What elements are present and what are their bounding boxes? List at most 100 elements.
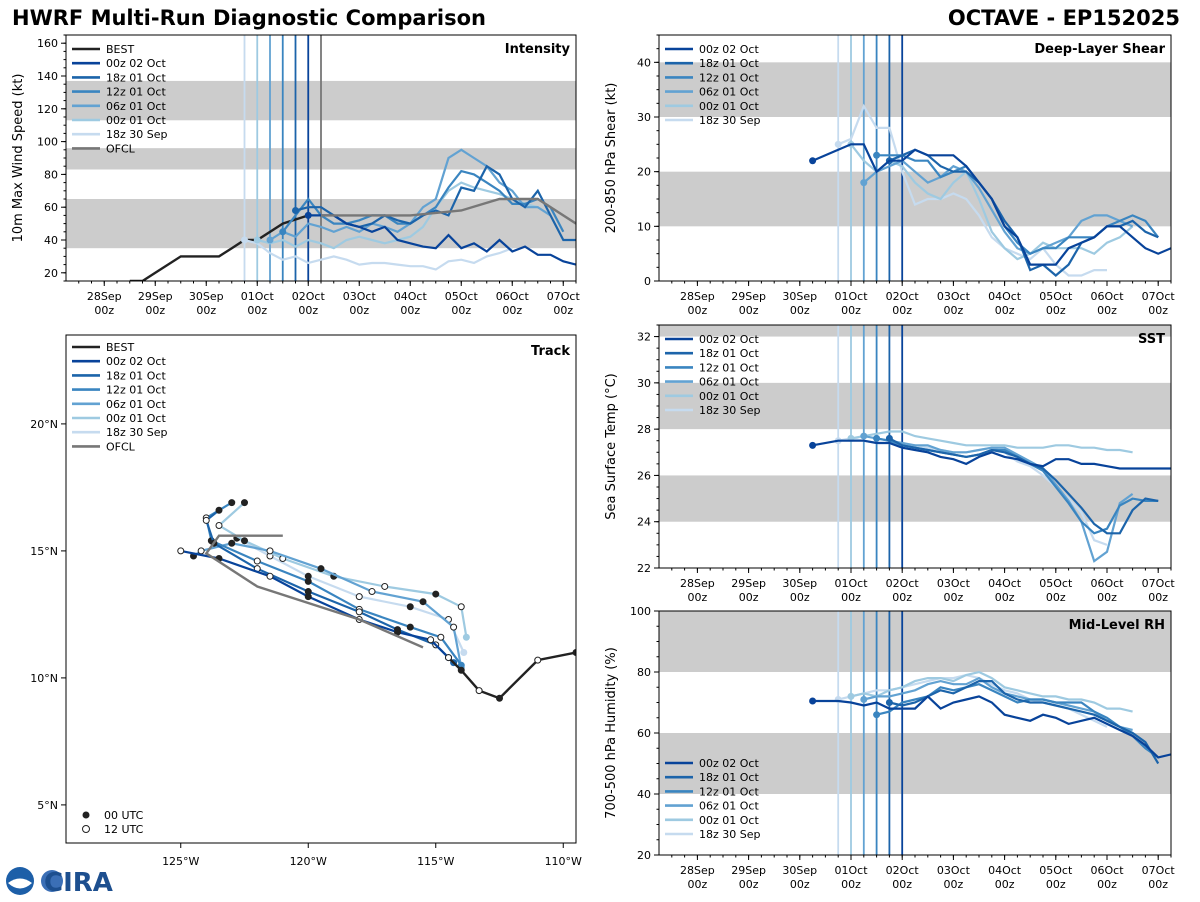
x-tick-label: 00z	[247, 304, 267, 317]
legend-label: 18z 01 Oct	[106, 369, 166, 382]
track-point	[228, 539, 236, 547]
legend-label: 12z 01 Oct	[699, 361, 759, 374]
x-tick-label: 00z	[841, 878, 861, 891]
y-tick-label: 80	[44, 168, 58, 181]
x-tick-label: 07Oct	[547, 290, 581, 303]
y-tick-label: 100	[630, 605, 651, 618]
series-line	[812, 143, 1171, 266]
legend-label: 18z 30 Sep	[699, 828, 761, 841]
legend-label: 12z 01 Oct	[699, 71, 759, 84]
x-tick-label: 03Oct	[937, 864, 971, 877]
x-tick-label: 00z	[94, 304, 114, 317]
x-tick-label: 00z	[995, 304, 1015, 317]
x-tick-label: 29Sep	[731, 290, 766, 303]
rh-panel: 2040608010028Sep00z29Sep00z30Sep00z01Oct…	[604, 605, 1175, 891]
x-tick-label: 00z	[1097, 878, 1117, 891]
track-start-point	[460, 649, 468, 656]
x-tick-label: 00z	[688, 304, 708, 317]
series-start-point	[279, 228, 287, 236]
track-point	[427, 636, 435, 644]
globe-icon	[41, 870, 63, 892]
series-start-point	[304, 211, 312, 219]
track-point	[266, 547, 274, 555]
legend-label: 18z 01 Oct	[699, 771, 759, 784]
y-tick-label: 15°N	[30, 545, 58, 558]
x-tick-label: 00z	[1097, 304, 1117, 317]
legend-label: 00z 02 Oct	[106, 355, 166, 368]
x-tick-label: 07Oct	[1142, 577, 1176, 590]
panel-title: Intensity	[505, 42, 571, 57]
best-track-point	[475, 687, 483, 695]
legend-label: 00z 02 Oct	[699, 757, 759, 770]
series-start-point	[266, 236, 274, 244]
legend-label: 18z 30 Sep	[699, 114, 761, 127]
series-start-point	[860, 179, 868, 187]
series-line	[863, 676, 1133, 732]
track-plot-area	[177, 499, 576, 702]
page-title: HWRF Multi-Run Diagnostic Comparison	[12, 6, 487, 30]
x-tick-label: 05Oct	[1039, 577, 1073, 590]
series-start-point	[860, 432, 868, 440]
track-point	[304, 593, 312, 601]
series-line	[850, 143, 1134, 261]
panel-title: Track	[531, 344, 570, 359]
x-tick-label: 00z	[841, 591, 861, 604]
y-axis-label: 700-500 hPa Humidity (%)	[604, 647, 619, 819]
track-point	[241, 537, 248, 545]
best-track-point	[457, 666, 465, 674]
x-tick-label: 00z	[1097, 591, 1117, 604]
track-point	[304, 577, 312, 585]
y-tick-label: 0	[644, 275, 651, 288]
series-line	[889, 679, 1160, 765]
x-tick-label: 05Oct	[1039, 864, 1073, 877]
y-tick-label: 28	[637, 423, 651, 436]
x-tick-label: 06Oct	[1090, 577, 1124, 590]
shear-plot-area	[659, 35, 1171, 281]
x-tick-label: 00z	[739, 878, 759, 891]
legend-label: 00z 02 Oct	[699, 43, 759, 56]
y-tick-label: 10	[637, 220, 651, 233]
series-start-point	[847, 692, 855, 700]
x-tick-label: 00z	[1046, 591, 1066, 604]
x-tick-label: 04Oct	[988, 577, 1022, 590]
panel-title: Deep-Layer Shear	[1034, 42, 1165, 57]
legend-label: OFCL	[106, 142, 136, 155]
y-tick-label: 160	[37, 37, 58, 50]
axes-frame	[65, 334, 577, 844]
x-tick-label: 00z	[1148, 878, 1168, 891]
best-track-point	[534, 656, 542, 664]
x-tick-label: 28Sep	[680, 290, 715, 303]
series-start-point	[860, 695, 868, 703]
x-tick-label: 03Oct	[937, 577, 971, 590]
track-line	[205, 509, 455, 664]
track-point	[355, 608, 363, 616]
track-point	[355, 593, 363, 601]
x-tick-label: 00z	[995, 591, 1015, 604]
shaded-band	[659, 733, 1171, 794]
ofcl-track-line	[204, 534, 424, 649]
shear-panel: 01020304028Sep00z29Sep00z30Sep00z01Oct00…	[604, 34, 1175, 317]
series-start-point	[873, 434, 881, 442]
legend-label: 06z 01 Oct	[106, 100, 166, 113]
legend-label: 18z 30 Sep	[106, 426, 168, 439]
x-tick-label: 28Sep	[680, 577, 715, 590]
x-tick-label: 01Oct	[241, 290, 275, 303]
track-point	[432, 590, 440, 598]
track-line	[180, 549, 450, 659]
y-tick-label: 40	[637, 788, 651, 801]
x-tick-label: 02Oct	[886, 290, 920, 303]
y-tick-label: 20	[637, 166, 651, 179]
track-start-point	[462, 633, 470, 641]
legend-label: 18z 01 Oct	[699, 57, 759, 70]
sst-panel: 22242628303228Sep00z29Sep00z30Sep00z01Oc…	[604, 324, 1176, 604]
y-tick-label: 60	[44, 201, 58, 214]
y-tick-label: 30	[637, 111, 651, 124]
x-tick-label: 00z	[739, 304, 759, 317]
y-tick-label: 5°N	[37, 799, 58, 812]
x-tick-label: 06Oct	[496, 290, 530, 303]
legend-label: OFCL	[106, 440, 136, 453]
x-tick-label: 00z	[1148, 304, 1168, 317]
series-line	[850, 430, 1133, 454]
cira-logo-text: CIRA	[44, 868, 113, 898]
x-tick-label: 01Oct	[834, 290, 868, 303]
